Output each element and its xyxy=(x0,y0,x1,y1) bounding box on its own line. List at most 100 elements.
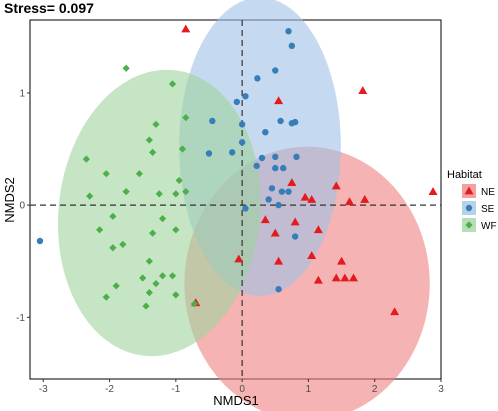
point-wf-33 xyxy=(190,300,198,308)
point-se-28 xyxy=(36,237,44,245)
point-wf-15 xyxy=(182,188,190,196)
point-wf-7 xyxy=(82,155,90,163)
point-wf-13 xyxy=(155,190,163,198)
point-wf-1 xyxy=(168,80,177,88)
point-se-20 xyxy=(280,164,287,172)
point-se-22 xyxy=(278,188,286,195)
y-tick-label: 1 xyxy=(19,88,25,99)
point-ne-18 xyxy=(348,273,358,282)
legend-title: Habitat xyxy=(447,169,482,181)
point-se-0 xyxy=(288,42,296,50)
point-ne-8 xyxy=(300,192,310,201)
point-ne-13 xyxy=(270,228,280,237)
point-wf-3 xyxy=(152,120,160,128)
point-se-19 xyxy=(272,164,279,172)
point-ne-7 xyxy=(287,178,297,187)
point-wf-27 xyxy=(152,280,160,288)
point-se-1 xyxy=(285,28,292,35)
point-wf-19 xyxy=(149,229,157,237)
ellipse-wf xyxy=(57,69,261,357)
point-wf-25 xyxy=(168,272,177,280)
point-ne-17 xyxy=(340,273,350,282)
point-ne-2 xyxy=(274,96,284,105)
legend-marker-ne xyxy=(464,186,474,195)
point-se-4 xyxy=(233,98,241,106)
point-se-24 xyxy=(265,196,272,203)
legend: Habitat NE SE WF xyxy=(447,169,497,232)
point-wf-32 xyxy=(142,302,150,310)
reference-lines xyxy=(30,20,441,379)
point-se-27 xyxy=(291,233,299,240)
y-axis-label: NMDS2 xyxy=(2,177,17,223)
point-se-26 xyxy=(242,205,249,212)
x-tick-label: 1 xyxy=(306,384,312,395)
point-wf-29 xyxy=(145,289,153,297)
point-se-14 xyxy=(238,139,246,146)
point-ne-5 xyxy=(345,197,355,206)
point-wf-10 xyxy=(175,176,183,185)
point-wf-24 xyxy=(158,272,167,280)
legend-label-wf: WF xyxy=(481,221,497,232)
point-se-5 xyxy=(242,93,249,100)
point-ne-19 xyxy=(313,275,323,284)
point-se-9 xyxy=(209,117,216,125)
point-se-12 xyxy=(205,150,213,157)
point-ne-1 xyxy=(358,86,368,95)
x-tick-label: 3 xyxy=(438,384,444,395)
point-wf-0 xyxy=(122,64,130,72)
point-wf-12 xyxy=(122,188,130,196)
point-wf-9 xyxy=(102,170,110,178)
legend-marker-se xyxy=(465,204,473,212)
point-wf-16 xyxy=(109,212,117,220)
point-se-11 xyxy=(262,128,269,136)
point-se-15 xyxy=(258,154,266,162)
point-wf-5 xyxy=(178,145,187,153)
point-ne-20 xyxy=(331,273,341,282)
point-se-13 xyxy=(228,149,236,156)
point-wf-17 xyxy=(158,214,167,223)
point-se-8 xyxy=(291,118,299,126)
chart-title: Stress= 0.097 xyxy=(4,0,94,16)
point-wf-28 xyxy=(112,282,120,290)
point-wf-31 xyxy=(102,293,110,301)
x-tick-label: 2 xyxy=(372,384,378,395)
point-se-23 xyxy=(285,188,292,195)
point-wf-18 xyxy=(96,226,104,234)
point-wf-11 xyxy=(172,190,180,198)
point-wf-30 xyxy=(172,291,180,299)
point-ne-11 xyxy=(290,217,300,226)
x-tick-label: -1 xyxy=(171,384,180,395)
y-tick-label: -1 xyxy=(16,313,25,324)
point-se-18 xyxy=(253,162,260,170)
x-tick-label: -2 xyxy=(105,384,114,395)
x-tick-label: -3 xyxy=(39,384,48,395)
legend-label-se: SE xyxy=(481,204,495,215)
point-ne-0 xyxy=(181,24,191,33)
point-se-10 xyxy=(238,121,246,128)
point-se-3 xyxy=(254,75,261,82)
x-tick-label: 0 xyxy=(239,384,245,395)
point-wf-4 xyxy=(145,136,153,144)
point-wf-22 xyxy=(109,244,117,252)
y-tick-label: 0 xyxy=(19,201,25,212)
point-se-29 xyxy=(275,286,282,293)
legend-marker-wf xyxy=(465,221,473,229)
point-se-16 xyxy=(272,153,279,161)
point-se-21 xyxy=(268,185,276,192)
point-ne-21 xyxy=(390,307,400,316)
ellipse-layer xyxy=(57,0,430,411)
points-layer xyxy=(36,24,438,316)
point-wf-21 xyxy=(172,226,180,234)
point-ne-14 xyxy=(307,251,317,259)
point-ne-9 xyxy=(307,195,317,203)
point-wf-20 xyxy=(119,240,127,248)
legend-label-ne: NE xyxy=(481,187,495,198)
point-wf-23 xyxy=(145,257,153,265)
point-se-2 xyxy=(272,67,279,74)
point-wf-8 xyxy=(135,170,143,178)
point-wf-6 xyxy=(149,148,157,156)
x-axis-label: NMDS1 xyxy=(213,393,259,408)
point-wf-2 xyxy=(182,114,190,122)
point-se-6 xyxy=(277,117,284,125)
